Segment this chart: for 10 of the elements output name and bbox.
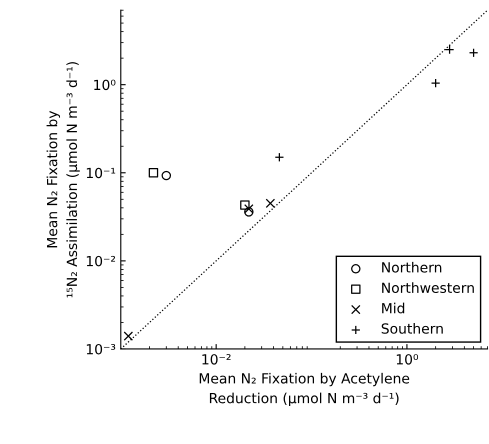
- y-tick-label: 10⁻²: [86, 256, 116, 266]
- y-tick-label: 10⁰: [94, 80, 116, 90]
- y-tick-label: 10⁻¹: [86, 168, 116, 178]
- x-axis-title: Mean N₂ Fixation by Acetylene Reduction (μmol N m⁻³ d⁻¹): [200, 372, 410, 406]
- y-tick-label: 10⁻³: [86, 344, 116, 354]
- legend-label: Mid: [382, 302, 404, 314]
- legend-label: Northwestern: [382, 282, 474, 294]
- y-axis-title: Mean N₂ Fixation by ¹⁵N₂ Assimilation (μmol N m⁻³ d⁻¹): [46, 62, 80, 298]
- legend-label: Northern: [382, 262, 442, 273]
- legend-label: Southern: [382, 323, 443, 334]
